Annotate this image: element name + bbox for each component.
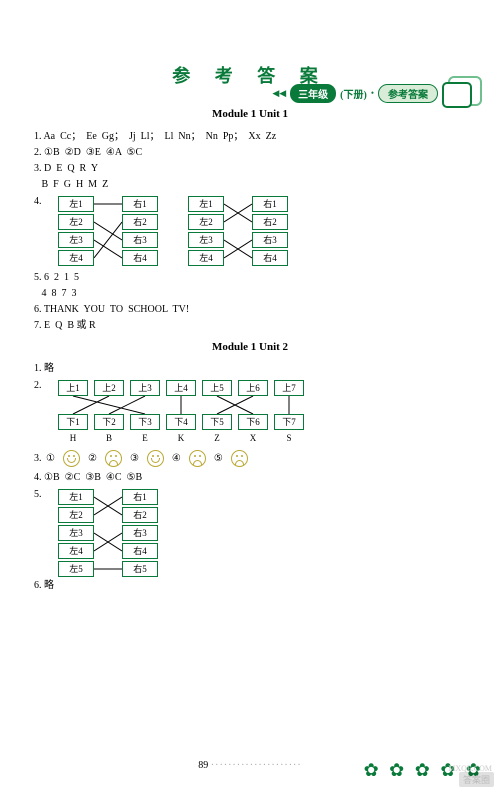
answer-line: 7. E Q B 或 R — [34, 318, 466, 333]
watermark-badge: 答案圈 — [459, 772, 494, 787]
answer-line: 1. Aa Cc； Ee Gg； Jj Ll； Ll Nn； Nn Pp； Xx… — [34, 129, 466, 144]
match-box: 右3 — [252, 232, 288, 248]
answer-line: 3. D E Q R Y — [34, 161, 466, 176]
match-box: 右3 — [122, 525, 158, 541]
face-number: ③ — [130, 451, 139, 466]
match-group-b: 左1 左2 左3 左4 右1 右2 右3 右4 — [188, 196, 288, 266]
match-box: 左1 — [58, 489, 94, 505]
section-badge: 参考答案 — [378, 84, 438, 103]
answer-line: 4. ①B ②C ③B ④C ⑤B — [34, 470, 466, 485]
match-box: 左3 — [58, 232, 94, 248]
letter-label: K — [166, 432, 196, 446]
answer-line: 4 8 7 3 — [34, 286, 466, 301]
page-header: ◀◀ 三年级 (下册) • 参考答案 — [272, 76, 482, 110]
match-box: 左4 — [188, 250, 224, 266]
match-box: 下7 — [274, 414, 304, 430]
volume-label: (下册) — [340, 86, 367, 101]
match-box: 右1 — [252, 196, 288, 212]
match-box: 左2 — [188, 214, 224, 230]
match-box: 右5 — [122, 561, 158, 577]
question-number: 5. — [34, 487, 46, 502]
match-box: 上6 — [238, 380, 268, 396]
sad-face-icon — [231, 450, 248, 467]
content-area: Module 1 Unit 1 1. Aa Cc； Ee Gg； Jj Ll； … — [0, 106, 500, 593]
match-box: 右3 — [122, 232, 158, 248]
match-box: 右4 — [252, 250, 288, 266]
match-box: 右4 — [122, 250, 158, 266]
happy-face-icon — [147, 450, 164, 467]
letter-label: H — [58, 432, 88, 446]
match-box: 下2 — [94, 414, 124, 430]
answer-line: 6. THANK YOU TO SCHOOL TV! — [34, 302, 466, 317]
match-box: 下5 — [202, 414, 232, 430]
header-arrows: ◀◀ — [272, 88, 286, 99]
match-box: 右2 — [252, 214, 288, 230]
face-number: ① — [46, 451, 55, 466]
match-box: 下3 — [130, 414, 160, 430]
match-box: 右1 — [122, 489, 158, 505]
match-box: 上5 — [202, 380, 232, 396]
match-box: 左3 — [188, 232, 224, 248]
match-box: 右4 — [122, 543, 158, 559]
module-title: Module 1 Unit 2 — [34, 339, 466, 356]
matching-diagram: 左1 左2 左3 左4 左5 右1 右2 右3 右4 右5 — [58, 489, 158, 577]
match-box: 左5 — [58, 561, 94, 577]
dot-icon: • — [371, 88, 374, 98]
letter-label: X — [238, 432, 268, 446]
match-top-row: 上1 上2 上3 上4 上5 上6 上7 — [58, 380, 304, 396]
match-box: 下1 — [58, 414, 88, 430]
question-number: 4. — [34, 194, 46, 209]
answer-line: 5. 6 2 1 5 — [34, 270, 466, 285]
match-box: 左3 — [58, 525, 94, 541]
grade-badge: 三年级 — [290, 84, 336, 103]
face-number: ⑤ — [214, 451, 223, 466]
answer-line: 1. 略 — [34, 361, 466, 376]
match-box: 上2 — [94, 380, 124, 396]
logo-icon — [442, 76, 482, 110]
match-box: 上4 — [166, 380, 196, 396]
answer-line: B F G H M Z — [34, 177, 466, 192]
letter-row: HBEKZXS — [58, 432, 304, 446]
match-box: 左4 — [58, 543, 94, 559]
question-number: 2. — [34, 378, 46, 393]
match-group-a: 左1 左2 左3 左4 右1 右2 右3 右4 — [58, 196, 158, 266]
match-box: 左2 — [58, 507, 94, 523]
match-box: 上3 — [130, 380, 160, 396]
face-row: ① ② ③ ④ ⑤ — [46, 450, 248, 467]
match-box: 左2 — [58, 214, 94, 230]
match-box: 左4 — [58, 250, 94, 266]
happy-face-icon — [63, 450, 80, 467]
match-box: 右2 — [122, 214, 158, 230]
letter-label: E — [130, 432, 160, 446]
question-number: 3. — [34, 451, 46, 466]
match-box: 左1 — [58, 196, 94, 212]
match-box: 左1 — [188, 196, 224, 212]
match-box: 右2 — [122, 507, 158, 523]
letter-label: B — [94, 432, 124, 446]
letter-label: Z — [202, 432, 232, 446]
match-box: 右1 — [122, 196, 158, 212]
face-number: ② — [88, 451, 97, 466]
match-bottom-row: 下1 下2 下3 下4 下5 下6 下7 — [58, 396, 304, 430]
sad-face-icon — [105, 450, 122, 467]
match-box: 下6 — [238, 414, 268, 430]
sad-face-icon — [189, 450, 206, 467]
match-box: 上7 — [274, 380, 304, 396]
letter-label: S — [274, 432, 304, 446]
matching-diagram: 左1 左2 左3 左4 右1 右2 右3 右4 左1 左2 左3 左4 右1 右2 右3 右4 — [58, 196, 288, 266]
face-number: ④ — [172, 451, 181, 466]
match-box: 下4 — [166, 414, 196, 430]
answer-line: 6. 略 — [34, 578, 466, 593]
match-box: 上1 — [58, 380, 88, 396]
answer-line: 2. ①B ②D ③E ④A ⑤C — [34, 145, 466, 160]
